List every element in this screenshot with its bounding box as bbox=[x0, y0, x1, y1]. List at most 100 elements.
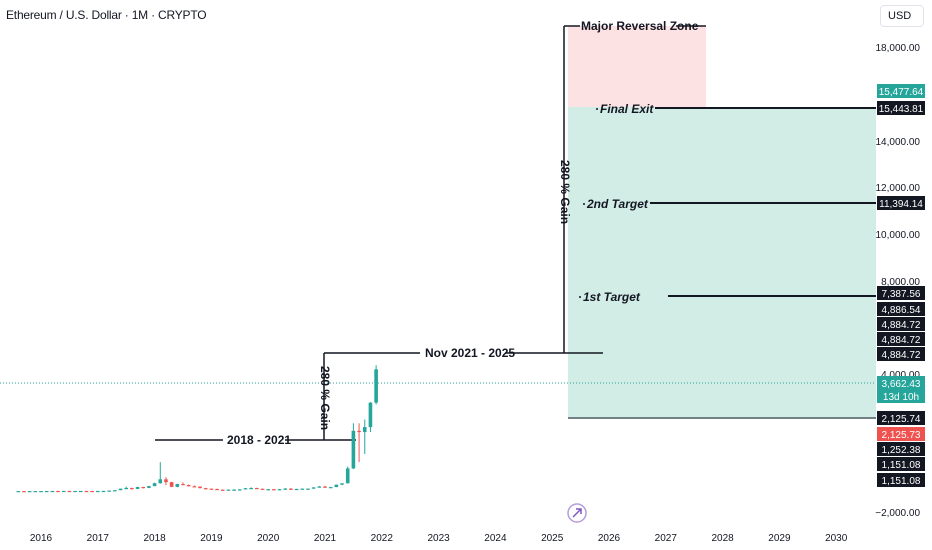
x-tick-label: 2022 bbox=[371, 533, 394, 544]
candle bbox=[192, 486, 197, 488]
price-badge bbox=[877, 347, 925, 361]
candle bbox=[101, 490, 106, 493]
y-tick-label: 14,000.00 bbox=[876, 137, 921, 148]
target-zone bbox=[568, 107, 876, 419]
price-badge bbox=[877, 457, 925, 471]
price-badge bbox=[877, 411, 925, 425]
currency-button[interactable]: USD bbox=[880, 5, 924, 27]
price-badge-text: 4,884.72 bbox=[882, 320, 921, 331]
y-tick-label: −2,000.00 bbox=[875, 508, 920, 519]
candle bbox=[249, 488, 253, 490]
price-badge-text: 1,151.08 bbox=[882, 476, 921, 487]
x-tick-label: 2029 bbox=[768, 533, 791, 544]
candle bbox=[22, 491, 26, 493]
candle bbox=[220, 489, 225, 491]
price-badge-text: 13d 10h bbox=[883, 392, 919, 403]
price-badge-text: 15,443.81 bbox=[879, 104, 924, 115]
candle bbox=[345, 468, 350, 484]
y-tick-label: 18,000.00 bbox=[876, 43, 921, 54]
candle bbox=[50, 490, 55, 493]
price-badge-text: 4,884.72 bbox=[882, 335, 921, 346]
final-exit-label: Final Exit bbox=[600, 102, 654, 116]
price-badge bbox=[877, 302, 925, 316]
candle bbox=[323, 486, 327, 488]
chart-title: Ethereum / U.S. Dollar · 1M · CRYPTO bbox=[6, 8, 207, 22]
price-badge bbox=[877, 317, 925, 331]
price-badge bbox=[877, 442, 925, 456]
candle bbox=[73, 490, 77, 493]
candle bbox=[238, 489, 242, 491]
price-badge bbox=[877, 427, 925, 441]
candle bbox=[164, 479, 168, 483]
candle bbox=[107, 490, 111, 492]
price-badge-text: 2,125.74 bbox=[882, 414, 921, 425]
candle bbox=[328, 487, 333, 489]
price-badge bbox=[877, 101, 925, 115]
candle bbox=[44, 490, 49, 493]
price-badge bbox=[877, 286, 925, 300]
price-badge bbox=[877, 84, 925, 98]
y-axis: 18,000.00 14,000.00 12,000.00 10,000.00 8,00… bbox=[875, 43, 920, 519]
candle bbox=[306, 488, 310, 490]
x-tick-label: 2019 bbox=[200, 533, 223, 544]
price-badge-text: 1,151.08 bbox=[882, 460, 921, 471]
candle bbox=[90, 490, 94, 493]
price-badge-text: 1,252.38 bbox=[882, 445, 921, 456]
price-badges: 15,477.64 15,443.81 11,394.14 7,387.56 4,886… bbox=[877, 84, 925, 487]
candle bbox=[351, 430, 356, 469]
nov2021-2025-label: Nov 2021 - 2025 bbox=[425, 346, 515, 360]
candle bbox=[124, 487, 128, 490]
x-tick-label: 2017 bbox=[87, 533, 110, 544]
first-target-label: 1st Target bbox=[583, 290, 641, 304]
candle bbox=[16, 491, 21, 493]
candle bbox=[334, 484, 339, 488]
tradingview-news-icon[interactable] bbox=[567, 503, 587, 523]
x-tick-label: 2020 bbox=[257, 533, 280, 544]
candle bbox=[186, 484, 191, 487]
candle bbox=[147, 486, 151, 488]
y-tick-label: 4,000.00 bbox=[881, 370, 920, 381]
range-2018-2021-label: 2018 - 2021 bbox=[227, 433, 291, 447]
price-badge bbox=[877, 376, 925, 390]
y-tick-label: 8,000.00 bbox=[881, 277, 920, 288]
candle bbox=[357, 430, 361, 433]
candle bbox=[113, 490, 117, 492]
candle bbox=[289, 488, 293, 490]
candle bbox=[266, 489, 270, 491]
price-badge-text: 4,884.72 bbox=[882, 350, 921, 361]
x-tick-label: 2030 bbox=[825, 533, 848, 544]
x-tick-label: 2018 bbox=[143, 533, 166, 544]
second-target-dot bbox=[583, 203, 585, 205]
candle bbox=[158, 479, 163, 484]
price-badge-text: 15,477.64 bbox=[879, 87, 924, 98]
candle bbox=[368, 402, 373, 428]
candle bbox=[226, 489, 231, 491]
price-badge-text: 11,394.14 bbox=[879, 199, 923, 210]
x-tick-label: 2016 bbox=[30, 533, 53, 544]
candle bbox=[283, 488, 288, 490]
candle bbox=[27, 491, 32, 493]
y-tick-label: 12,000.00 bbox=[876, 183, 921, 194]
final-exit-dot bbox=[596, 108, 598, 110]
x-tick-label: 2027 bbox=[655, 533, 678, 544]
gain-label-right: 280 % Gain bbox=[558, 160, 572, 224]
candle bbox=[294, 488, 299, 491]
x-tick-label: 2028 bbox=[711, 533, 734, 544]
candle bbox=[300, 488, 305, 490]
candle bbox=[118, 488, 123, 491]
second-target-label: 2nd Target bbox=[586, 197, 649, 211]
y-tick-label: 10,000.00 bbox=[876, 230, 921, 241]
price-badge-text: 7,387.56 bbox=[882, 289, 921, 300]
candle bbox=[181, 484, 185, 486]
candle bbox=[215, 488, 219, 491]
candle bbox=[61, 490, 66, 493]
candle bbox=[135, 486, 140, 489]
candle bbox=[277, 489, 282, 491]
candle bbox=[317, 486, 322, 488]
candle bbox=[39, 491, 43, 493]
candle bbox=[152, 483, 157, 487]
candle bbox=[56, 490, 60, 493]
price-badge-text: 4,886.54 bbox=[882, 305, 921, 316]
candle bbox=[203, 488, 208, 490]
